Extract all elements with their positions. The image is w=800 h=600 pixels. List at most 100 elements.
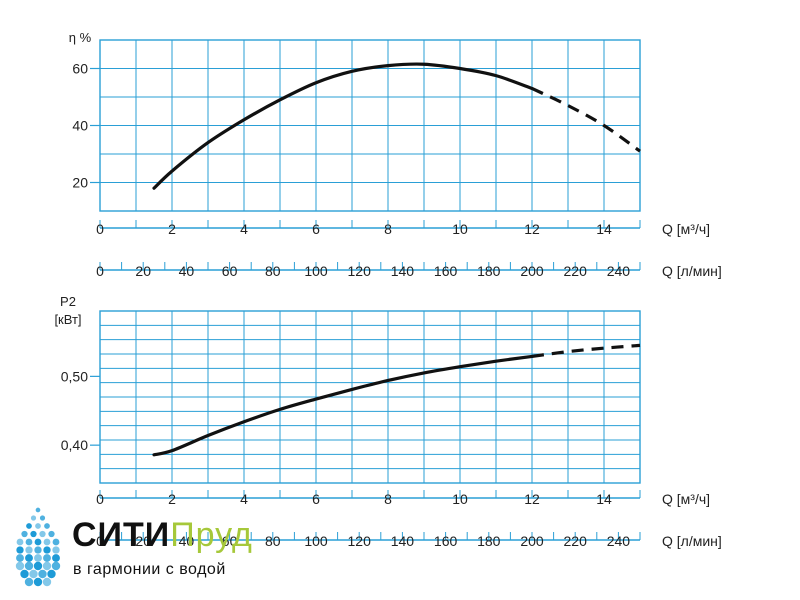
y-tick-label: 20	[72, 175, 88, 191]
y-axis-label-unit: [кВт]	[54, 312, 81, 327]
x-tick-label: 10	[452, 491, 468, 507]
logo-dot	[34, 554, 42, 562]
series-curve-dashed	[531, 343, 641, 358]
logo-dot	[25, 546, 33, 554]
logo-dot	[51, 561, 61, 571]
y-tick-label: 60	[72, 61, 88, 77]
series-curve-dashed	[531, 87, 641, 153]
x2-tick-label: 180	[477, 263, 501, 279]
x-axis-label: Q [м³/ч]	[662, 491, 710, 507]
brand-part2: Пруд	[170, 516, 253, 554]
x2-tick-label: 120	[348, 263, 372, 279]
series-curve-solid	[152, 62, 534, 190]
logo-dot	[52, 546, 60, 554]
logo-dot	[43, 546, 51, 554]
x-tick-label: 2	[168, 221, 176, 237]
x2-tick-label: 160	[434, 533, 458, 549]
logo-dot	[25, 554, 33, 562]
x-tick-label: 10	[452, 221, 468, 237]
x-tick-label: 14	[596, 221, 612, 237]
y-tick-label: 40	[72, 118, 88, 134]
y-tick-label: 0,50	[61, 368, 88, 384]
logo-dot	[34, 538, 42, 546]
y-axis-label: P2	[60, 294, 76, 309]
x2-tick-label: 40	[179, 263, 195, 279]
x2-tick-label: 220	[564, 533, 588, 549]
x2-tick-label: 240	[607, 263, 631, 279]
logo-dot	[52, 538, 60, 546]
x-tick-label: 12	[524, 221, 540, 237]
logo-dot	[34, 546, 42, 554]
logo-dot	[44, 523, 50, 529]
x2-axis-label: Q [л/мин]	[662, 533, 722, 549]
brand-name: СИТИПруд	[72, 518, 253, 552]
logo-dot	[38, 569, 47, 579]
x2-tick-label: 100	[304, 263, 328, 279]
logo-dot	[52, 554, 60, 562]
x2-tick-label: 140	[391, 263, 415, 279]
logo-dot	[16, 538, 24, 546]
y-axis-label: η %	[69, 30, 92, 45]
x-tick-label: 14	[596, 491, 612, 507]
logo-dot	[35, 507, 41, 513]
x2-tick-label: 60	[222, 533, 238, 549]
logo-dot	[47, 569, 56, 579]
series-curve-solid	[152, 354, 534, 457]
logo-dot	[39, 515, 46, 521]
logo-dot	[15, 561, 25, 571]
brand-part1: СИТИ	[72, 516, 171, 554]
x-tick-label: 12	[524, 491, 540, 507]
logo-dot	[16, 546, 24, 554]
x-tick-label: 0	[96, 221, 104, 237]
x2-tick-label: 80	[265, 263, 281, 279]
chart-panel-2: 0,40 0,50 P2 [кВт] 0 2 4 6 8 10 12 14 Q [м³/ч] 0 20 40 6…	[54, 294, 721, 549]
x-tick-label: 6	[312, 221, 320, 237]
x-tick-label: 8	[384, 221, 392, 237]
x2-tick-label: 40	[179, 533, 195, 549]
logo-dot	[33, 561, 43, 571]
x-axis-label: Q [м³/ч]	[662, 221, 710, 237]
cityprud-logo-icon	[15, 507, 61, 587]
x2-tick-label: 220	[564, 263, 588, 279]
x2-axis-label: Q [л/мин]	[662, 263, 722, 279]
x2-tick-label: 60	[222, 263, 238, 279]
x2-tick-label: 0	[96, 263, 104, 279]
y-tick-label: 0,40	[61, 437, 88, 453]
logo-dot	[35, 523, 41, 529]
x-tick-label: 6	[312, 491, 320, 507]
x2-tick-label: 240	[607, 533, 631, 549]
x2-tick-label: 100	[304, 533, 328, 549]
logo-dot	[24, 577, 34, 587]
logo-dot	[26, 523, 32, 529]
logo-dot	[20, 569, 29, 579]
x2-tick-label: 20	[135, 263, 151, 279]
x2-tick-label: 120	[348, 533, 372, 549]
x2-tick-label: 80	[265, 533, 281, 549]
logo-dot	[29, 569, 38, 579]
logo-dot	[25, 538, 33, 546]
logo-dot	[42, 577, 52, 587]
logo-dot	[39, 530, 46, 538]
x2-tick-label: 20	[135, 533, 151, 549]
logo-dot	[30, 530, 37, 538]
x2-tick-label: 200	[520, 533, 544, 549]
logo-dot	[42, 561, 52, 571]
logo-dot	[16, 554, 24, 562]
x2-tick-label: 200	[520, 263, 544, 279]
logo-dot	[33, 577, 43, 587]
logo-dot	[30, 515, 37, 521]
x-tick-label: 4	[240, 221, 248, 237]
logo-dot	[48, 530, 55, 538]
logo-dot	[43, 554, 51, 562]
x2-tick-label: 140	[391, 533, 415, 549]
brand-tagline: в гармонии с водой	[73, 561, 226, 578]
x2-tick-label: 180	[477, 533, 501, 549]
logo-dot	[43, 538, 51, 546]
x-tick-label: 8	[384, 491, 392, 507]
logo-dot	[21, 530, 28, 538]
x-tick-label: 4	[240, 491, 248, 507]
logo-dot	[24, 561, 34, 571]
chart-panel-1: 20 40 60 η % 0 2 4 6 8 10 12 14 Q [м³/ч] 0 20 40 60 80 100…	[69, 30, 722, 279]
x-tick-label: 2	[168, 491, 176, 507]
